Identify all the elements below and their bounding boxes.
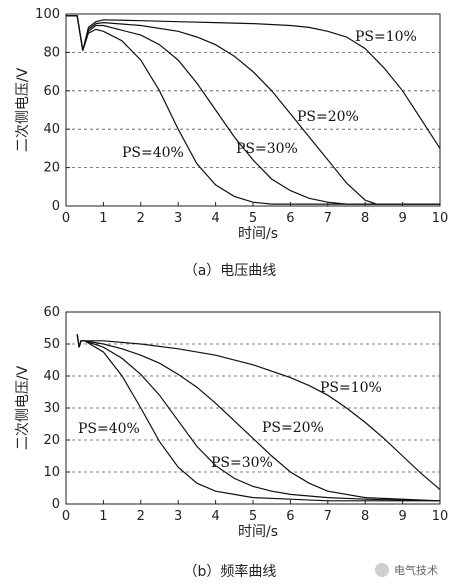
voltage-x-tick-label: 10 [432, 211, 449, 226]
voltage-x-tick-label: 0 [62, 211, 70, 226]
voltage-caption: （a）电压曲线 [184, 263, 277, 279]
frequency-x-tick-label: 1 [99, 509, 107, 524]
voltage-y-tick-label: 0 [52, 199, 60, 214]
frequency-x-tick-label: 10 [432, 509, 449, 524]
voltage-series-ps10 [66, 15, 441, 149]
frequency-x-tick-label: 7 [324, 509, 332, 524]
voltage-series-ps40 [66, 15, 440, 205]
voltage-label-ps20: PS=20% [297, 109, 359, 125]
frequency-series-ps20 [76, 334, 441, 502]
voltage-chart-grid [66, 52, 440, 169]
frequency-series-ps30 [76, 334, 441, 502]
watermark: 电气技术 [375, 563, 438, 577]
frequency-caption: （b）频率曲线 [184, 563, 277, 580]
voltage-x-tick-label: 3 [174, 211, 182, 226]
frequency-x-tick-label: 8 [361, 509, 369, 524]
voltage-x-axis-label: 时间/s [238, 226, 278, 242]
frequency-y-tick-label: 20 [43, 433, 60, 448]
frequency-label-ps20: PS=20% [262, 420, 324, 436]
voltage-x-tick-label: 9 [398, 211, 406, 226]
frequency-x-tick-label: 3 [174, 509, 182, 524]
frequency-y-tick-label: 60 [43, 305, 60, 320]
watermark-text: 电气技术 [394, 563, 438, 577]
voltage-y-tick-label: 20 [43, 161, 60, 176]
voltage-x-tick-label: 5 [249, 211, 257, 226]
voltage-y-tick-label: 60 [43, 84, 60, 99]
voltage-chart: 0 20 40 60 80 100 0 1 2 3 4 5 6 7 8 9 10 时间/s 二次侧电压/V PS… [15, 7, 448, 279]
frequency-series-ps40 [76, 334, 440, 502]
voltage-label-ps10: PS=10% [355, 29, 417, 45]
voltage-x-tick-label: 4 [211, 211, 219, 226]
frequency-x-tick-label: 6 [286, 509, 294, 524]
voltage-chart-ticks: 0 20 40 60 80 100 0 1 2 3 4 5 6 7 8 9 10 [35, 7, 448, 226]
frequency-x-tick-label: 4 [211, 509, 219, 524]
voltage-x-tick-label: 6 [286, 211, 294, 226]
voltage-y-tick-label: 80 [43, 45, 60, 60]
voltage-x-tick-label: 1 [99, 211, 107, 226]
frequency-y-tick-label: 50 [43, 337, 60, 352]
frequency-label-ps10: PS=10% [320, 380, 382, 396]
frequency-chart: 0 10 20 30 40 50 60 0 1 2 3 4 5 6 7 8 9 10 时间/s 二次侧电压/V P… [15, 305, 448, 580]
frequency-label-ps30: PS=30% [211, 455, 273, 471]
frequency-x-tick-label: 0 [62, 509, 70, 524]
frequency-y-axis-label: 二次侧电压/V [15, 365, 31, 450]
frequency-y-tick-label: 0 [52, 497, 60, 512]
frequency-x-tick-label: 2 [137, 509, 145, 524]
frequency-chart-grid [66, 343, 440, 473]
voltage-x-tick-label: 7 [324, 211, 332, 226]
voltage-label-ps30: PS=30% [236, 141, 298, 157]
voltage-series-ps30 [66, 15, 440, 205]
voltage-chart-curves [66, 15, 441, 205]
voltage-series-ps20 [66, 15, 440, 205]
voltage-y-axis-label: 二次侧电压/V [15, 67, 31, 152]
voltage-x-tick-label: 8 [361, 211, 369, 226]
voltage-x-tick-label: 2 [137, 211, 145, 226]
frequency-x-tick-label: 5 [249, 509, 257, 524]
frequency-chart-ticks: 0 10 20 30 40 50 60 0 1 2 3 4 5 6 7 8 9 10 [43, 305, 448, 524]
frequency-y-tick-label: 10 [43, 465, 60, 480]
voltage-y-tick-label: 100 [35, 7, 60, 22]
frequency-y-tick-label: 30 [43, 401, 60, 416]
frequency-x-axis-label: 时间/s [238, 524, 278, 540]
frequency-chart-curves [76, 334, 441, 502]
frequency-y-tick-label: 40 [43, 369, 60, 384]
wechat-logo-icon [375, 563, 389, 577]
frequency-label-ps40: PS=40% [78, 421, 140, 437]
voltage-label-ps40: PS=40% [122, 145, 184, 161]
frequency-x-tick-label: 9 [398, 509, 406, 524]
voltage-y-tick-label: 40 [43, 122, 60, 137]
